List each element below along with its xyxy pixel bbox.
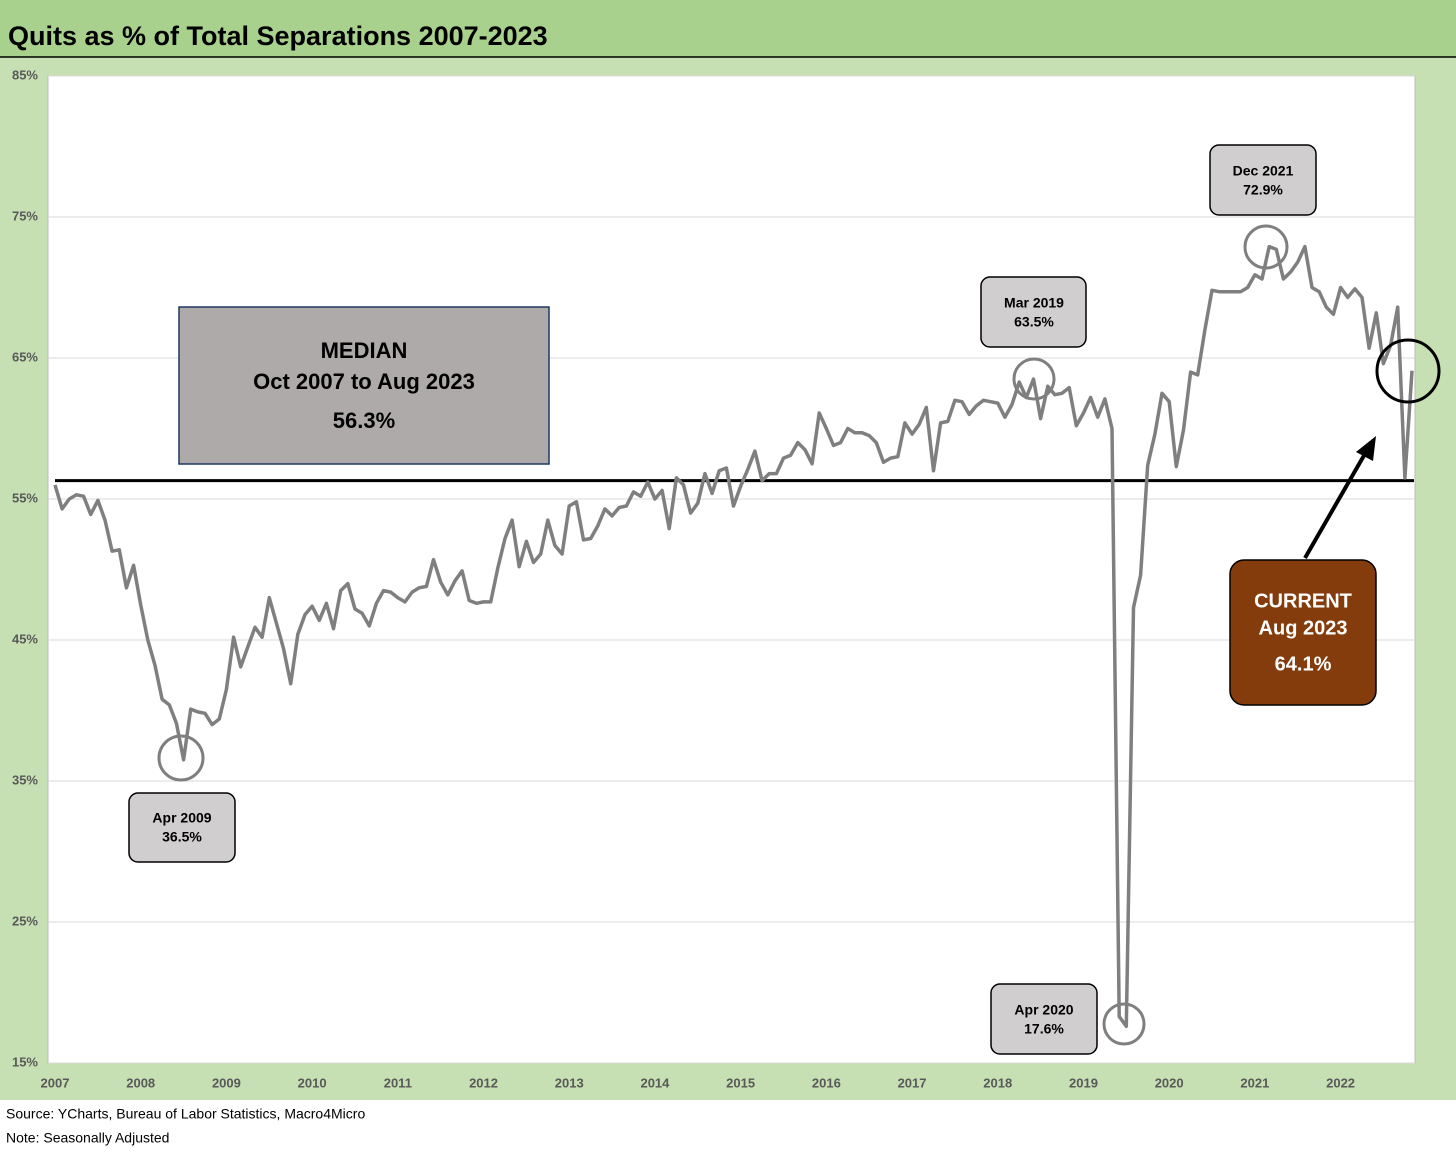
callout-date: Mar 2019	[1004, 295, 1064, 311]
x-tick-label: 2008	[126, 1075, 155, 1090]
current-value: 64.1%	[1275, 653, 1332, 675]
arrow-shaft	[1303, 451, 1368, 559]
y-tick-label: 35%	[12, 772, 38, 787]
current-box	[1229, 559, 1377, 706]
arrow-head	[1356, 436, 1376, 461]
highlight-circle	[1012, 357, 1056, 401]
source: Source: YCharts, Bureau of Labor Statist…	[6, 1106, 365, 1122]
x-tick-label: 2014	[640, 1075, 670, 1090]
x-tick-label: 2021	[1240, 1075, 1269, 1090]
y-tick-label: 15%	[12, 1054, 38, 1069]
callout-box	[1209, 144, 1317, 216]
median-title: MEDIAN	[321, 338, 408, 363]
highlight-circle	[157, 734, 205, 782]
highlight-circle	[1243, 224, 1289, 270]
callout-date: Dec 2021	[1233, 163, 1294, 179]
title-bar	[0, 0, 1456, 57]
callout-box	[980, 276, 1087, 348]
callout-date: Apr 2020	[1014, 1002, 1073, 1018]
median-box	[178, 306, 550, 465]
x-tick-label: 2018	[983, 1075, 1012, 1090]
current-date: Aug 2023	[1259, 617, 1348, 639]
data-line	[53, 244, 1414, 1029]
y-tick-label: 65%	[12, 349, 38, 364]
note: Note: Seasonally Adjusted	[6, 1130, 169, 1146]
highlight-circle	[1102, 1002, 1146, 1046]
x-tick-label: 2009	[212, 1075, 241, 1090]
chart-title: Quits as % of Total Separations 2007-202…	[8, 21, 548, 51]
y-tick-label: 25%	[12, 913, 38, 928]
x-tick-label: 2022	[1326, 1075, 1355, 1090]
x-tick-label: 2019	[1069, 1075, 1098, 1090]
x-tick-label: 2016	[812, 1075, 841, 1090]
x-tick-label: 2012	[469, 1075, 498, 1090]
callout-value: 72.9%	[1243, 182, 1283, 198]
callout-box	[128, 792, 236, 863]
y-tick-label: 85%	[12, 67, 38, 82]
callout-value: 17.6%	[1024, 1021, 1064, 1037]
x-tick-label: 2015	[726, 1075, 755, 1090]
y-tick-label: 55%	[12, 490, 38, 505]
x-tick-label: 2017	[898, 1075, 927, 1090]
x-tick-label: 2013	[555, 1075, 584, 1090]
current-circle	[1375, 338, 1441, 404]
x-tick-label: 2020	[1155, 1075, 1184, 1090]
median-period: Oct 2007 to Aug 2023	[253, 369, 475, 394]
callout-date: Apr 2009	[152, 810, 211, 826]
median-value: 56.3%	[333, 408, 395, 433]
current-title: CURRENT	[1254, 590, 1352, 612]
callout-value: 63.5%	[1014, 314, 1054, 330]
plot-area	[47, 75, 1416, 1064]
callout-box	[990, 983, 1098, 1055]
x-tick-label: 2010	[298, 1075, 327, 1090]
x-tick-label: 2011	[384, 1075, 412, 1090]
callout-value: 36.5%	[162, 829, 202, 845]
y-tick-label: 45%	[12, 631, 38, 646]
x-tick-label: 2007	[41, 1075, 70, 1090]
y-tick-label: 75%	[12, 208, 38, 223]
